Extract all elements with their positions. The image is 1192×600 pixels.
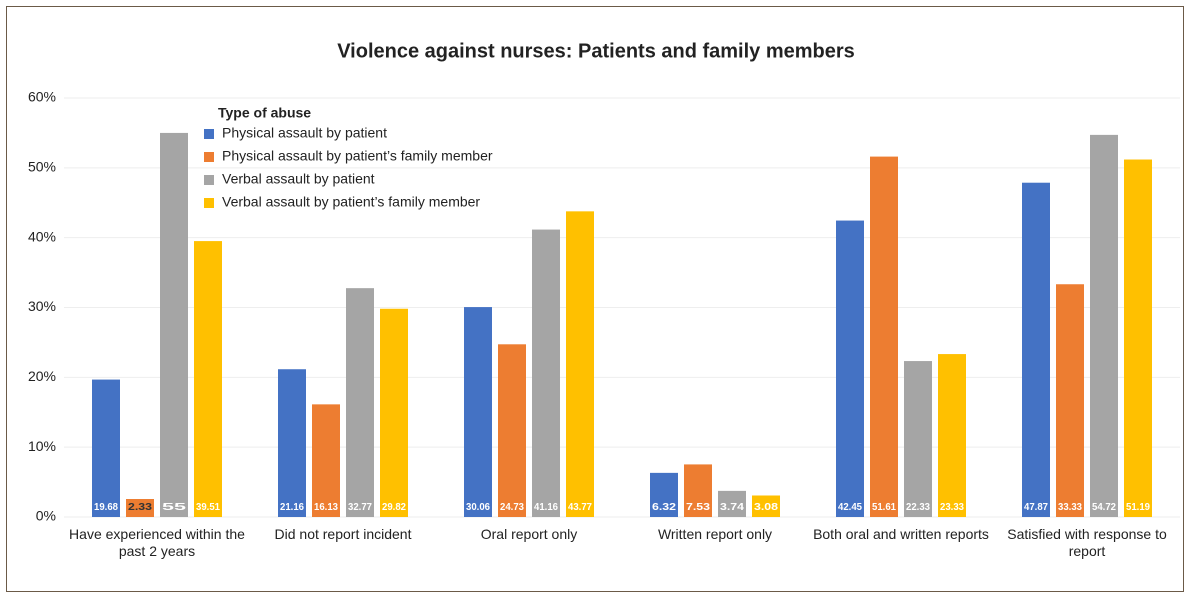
data-label: 54.72 [1092,502,1116,513]
bar [938,354,966,517]
data-label: 47.87 [1024,502,1048,513]
label-bg [1022,499,1050,515]
label-bg [1090,499,1118,515]
legend-swatch [204,152,214,162]
data-label: 19.68 [94,502,118,513]
data-label: 3.74 [720,502,745,513]
data-label: 29.82 [382,502,406,513]
label-bg [870,499,898,515]
data-label: 33.33 [1058,502,1082,513]
legend-label: Verbal assault by patient [222,171,375,187]
bar [312,404,340,517]
label-bg [498,499,526,515]
bar [904,361,932,517]
data-label: 21.16 [280,502,304,513]
data-label: 43.77 [568,502,592,513]
label-bg [126,499,154,515]
bar [160,132,188,517]
y-tick-label: 30% [28,298,56,314]
label-bg [312,499,340,515]
data-label: 6.32 [652,502,677,513]
y-tick-label: 0% [36,508,56,524]
y-tick-label: 10% [28,438,56,454]
label-bg [938,499,966,515]
bar [532,229,560,518]
y-tick-label: 40% [28,228,56,244]
frame [6,6,1184,592]
label-bg [752,499,780,515]
label-bg [464,499,492,515]
bar [1022,182,1050,518]
label-bg [718,499,746,515]
data-label: 32.77 [348,502,372,513]
label-bg [650,499,678,515]
legend-swatch [204,198,214,208]
data-label: 22.33 [906,502,930,513]
data-label: 30.06 [466,502,490,513]
legend-title: Type of abuse [218,105,311,121]
legend-swatch [204,129,214,139]
data-label: 51.61 [872,502,896,513]
bar [92,379,120,517]
label-bg [278,499,306,515]
label-bg [836,499,864,515]
bar [464,307,492,517]
data-label: 51.19 [1126,502,1150,513]
legend-label: Verbal assault by patient’s family membe… [222,194,480,210]
data-label: 16.13 [314,502,338,513]
data-label: 7.53 [686,502,711,513]
bar [836,220,864,517]
data-label: 3.08 [754,502,779,513]
y-tick-label: 20% [28,368,56,384]
bar [1090,134,1118,517]
data-label: 39.51 [196,502,220,513]
bar [566,211,594,518]
bar [1124,159,1152,517]
legend-swatch [204,175,214,185]
x-tick-label: Both oral and written reports [813,526,989,542]
bar [498,344,526,517]
label-bg [566,499,594,515]
label-bg [380,499,408,515]
y-tick-label: 50% [28,159,56,175]
data-label: 24.73 [500,502,524,513]
label-bg [532,499,560,515]
legend-label: Physical assault by patient [222,125,387,141]
x-tick-label: Oral report only [480,526,578,542]
bar [278,369,306,517]
y-tick-label: 60% [28,89,56,105]
label-bg [684,499,712,515]
x-tick-label: Written report only [657,526,773,542]
chart-title: Violence against nurses: Patients and fa… [337,40,855,62]
bar [194,241,222,517]
label-bg [346,499,374,515]
x-tick-label: Satisfied with response to report [1007,526,1167,559]
bar [870,156,898,518]
x-tick-label: Did not report incident [274,526,412,542]
data-label: 2.33 [128,502,153,513]
label-bg [160,499,188,515]
data-label: 23.33 [940,502,964,513]
legend-label: Physical assault by patient’s family mem… [222,148,493,164]
x-tick-label: Have experienced within the past 2 years [69,526,245,559]
bar [380,308,408,517]
data-label: 42.45 [838,502,862,513]
label-bg [904,499,932,515]
bar [346,288,374,517]
label-bg [1056,499,1084,515]
label-bg [92,499,120,515]
label-bg [194,499,222,515]
bar [1056,284,1084,517]
label-bg [1124,499,1152,515]
data-label: 41.16 [534,502,558,513]
data-label: 55 [162,502,187,513]
